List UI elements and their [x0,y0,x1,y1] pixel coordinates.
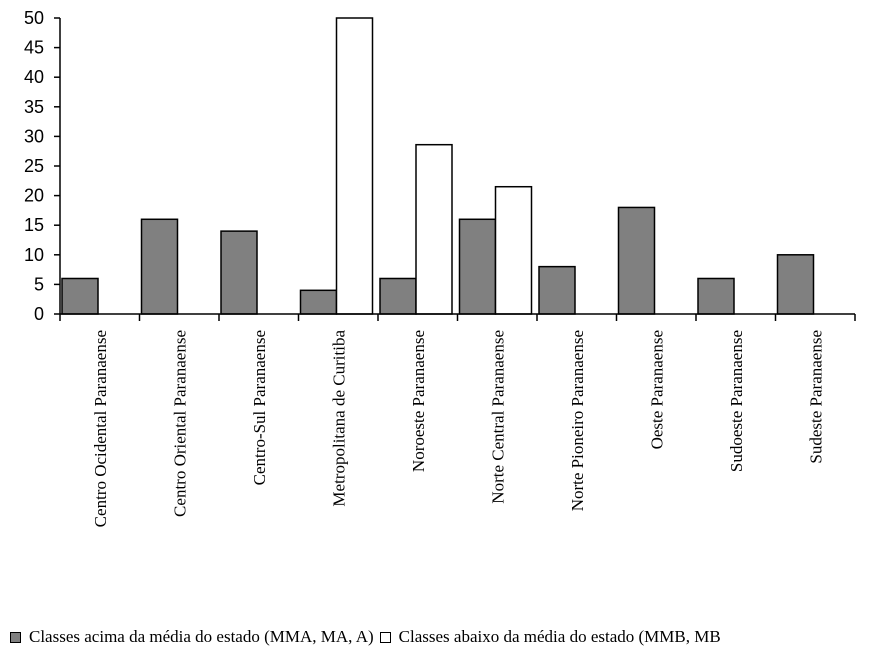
y-tick-label: 25 [24,156,44,176]
bar-below-3 [335,17,374,315]
x-category-label: Centro Ocidental Paranaense [91,330,110,527]
legend-item-below: Classes abaixo da média do estado (MMB, … [379,627,721,647]
x-category-label: Norte Pioneiro Paranaense [568,330,587,511]
x-category-label: Metropolitana de Curitiba [329,330,348,507]
y-tick-label: 0 [34,304,44,324]
y-axis-ticks: 0 5 10 15 20 25 30 35 40 45 50 [24,8,60,324]
axes-layer [59,18,856,321]
y-tick-label: 5 [34,274,44,294]
y-tick-label: 45 [24,38,44,58]
y-tick-label: 50 [24,8,44,28]
bar-below-4 [415,143,453,315]
legend-label-below: Classes abaixo da média do estado (MMB, … [398,627,721,646]
x-axis-category-labels: Centro Ocidental Paranaense Centro Orient… [91,330,826,528]
x-category-label: Norte Central Paranaense [488,330,507,504]
bars-layer [61,17,815,315]
bar-above-0 [61,277,99,315]
y-tick-label: 40 [24,67,44,87]
bar-above-4 [379,277,417,315]
y-tick-label: 20 [24,186,44,206]
legend-swatch-below [379,631,391,643]
x-category-label: Sudoeste Paranaense [727,330,746,472]
bar-above-8 [697,277,735,315]
legend-item-above: Classes acima da média do estado (MMA, M… [10,627,374,647]
legend-swatch-above [10,631,21,643]
y-tick-label: 10 [24,245,44,265]
x-category-label: Centro Oriental Paranaense [170,330,189,517]
bar-below-5 [494,185,533,315]
legend: Classes acima da média do estado (MMA, M… [10,626,727,648]
y-tick-label: 30 [24,126,44,146]
bar-above-3 [299,289,338,315]
legend-label-above: Classes acima da média do estado (MMA, M… [29,627,374,646]
x-category-label: Noroeste Paranaense [409,330,428,472]
bar-above-6 [538,265,576,315]
y-tick-label: 15 [24,215,44,235]
bar-above-1 [140,218,179,315]
x-category-label: Oeste Paranaense [647,330,666,449]
bar-above-2 [220,230,258,315]
bar-above-9 [776,254,815,315]
y-tick-label: 35 [24,97,44,117]
x-category-label: Centro-Sul Paranaense [250,330,269,485]
x-category-label: Sudeste Paranaense [806,330,825,464]
bar-above-5 [458,218,497,315]
bar-chart: 0 5 10 15 20 25 30 35 40 45 50 Centro Ocidental Pa… [24,8,856,528]
bar-above-7 [617,206,656,315]
